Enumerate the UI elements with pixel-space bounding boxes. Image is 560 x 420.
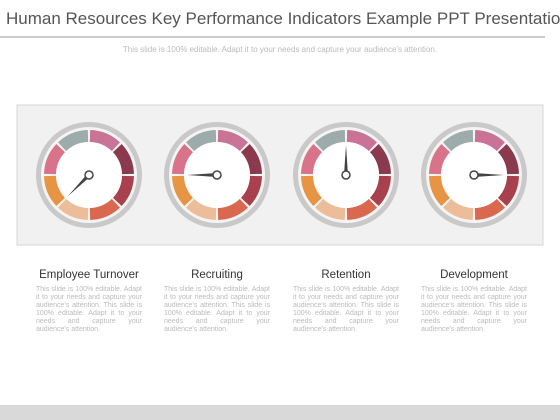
kpi-column: Retention This slide is 100% editable. Ad…	[293, 269, 399, 334]
kpi-column: Employee Turnover This slide is 100% edit…	[36, 269, 142, 334]
gauge-hub	[84, 170, 94, 180]
kpi-text: This slide is 100% editable. Adapt it to…	[421, 286, 527, 333]
gauge-segment	[172, 175, 194, 206]
kpi-text: This slide is 100% editable. Adapt it to…	[36, 286, 142, 333]
gauge-segment	[44, 175, 66, 206]
gauge-segment	[240, 175, 262, 206]
gauge-segment	[112, 175, 134, 206]
gauge-segment	[315, 198, 346, 220]
kpi-text: This slide is 100% editable. Adapt it to…	[164, 286, 270, 333]
gauge-segment	[44, 144, 66, 175]
kpi-heading: Retention	[321, 269, 371, 281]
gauge-segment	[112, 144, 134, 175]
kpi-column: Recruiting This slide is 100% editable. A…	[164, 269, 270, 334]
gauge-segment	[301, 175, 323, 206]
gauge-segment	[346, 198, 377, 220]
gauge-segment	[369, 175, 391, 206]
gauge-segment	[58, 198, 89, 220]
gauge-segment	[217, 198, 248, 220]
gauge-segment	[369, 144, 391, 175]
gauge-segment	[346, 130, 377, 152]
gauge-segment	[429, 175, 451, 206]
gauge-segment	[429, 144, 451, 175]
kpi-heading: Development	[440, 269, 508, 281]
gauge-segment	[172, 144, 194, 175]
gauge-segment	[186, 130, 217, 152]
gauge-segment	[474, 130, 505, 152]
gauge-segment	[497, 175, 519, 206]
gauge-segment	[443, 198, 474, 220]
gauge-segment	[89, 130, 120, 152]
gauge-needle	[474, 173, 504, 177]
subtitle: This slide is 100% editable. Adapt it to…	[122, 45, 438, 54]
gauge-segment	[58, 130, 89, 152]
gauge-segment	[315, 130, 346, 152]
gauge-segment	[301, 144, 323, 175]
gauge-segment	[217, 130, 248, 152]
gauges	[36, 122, 527, 228]
kpi-text: This slide is 100% editable. Adapt it to…	[293, 286, 399, 333]
gauge-needle	[344, 145, 348, 175]
gauge-needle	[67, 173, 91, 197]
gauge-segment	[443, 130, 474, 152]
gauge-hub	[212, 170, 222, 180]
gauge-segment	[89, 198, 120, 220]
gauge-segment	[474, 198, 505, 220]
kpi-heading: Recruiting	[191, 269, 243, 281]
title: Human Resources Key Performance Indicato…	[6, 9, 560, 28]
gauge-needle	[187, 173, 217, 177]
gauge-segment	[497, 144, 519, 175]
kpi-column: Development This slide is 100% editable. …	[421, 269, 527, 334]
gauge-hub	[341, 170, 351, 180]
gauge-segment	[186, 198, 217, 220]
kpi-heading: Employee Turnover	[39, 269, 139, 281]
footer-bar	[0, 405, 560, 420]
gauge-hub	[469, 170, 479, 180]
gauge-segment	[240, 144, 262, 175]
